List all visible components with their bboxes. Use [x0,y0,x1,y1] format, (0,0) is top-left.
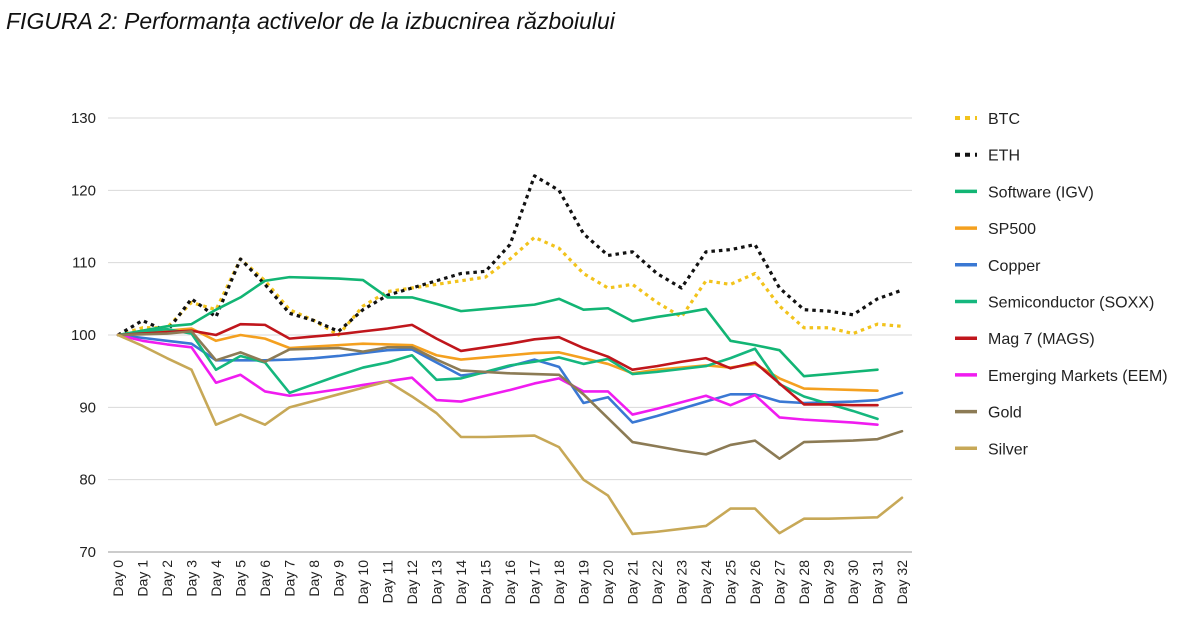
legend-label: ETH [988,148,1020,165]
x-tick-label: Day 24 [698,560,714,605]
legend-label: Software (IGV) [988,184,1094,201]
series-line-btc [117,235,903,337]
legend-label: Semiconductor (SOXX) [988,295,1154,312]
y-tick-label: 130 [71,110,96,127]
x-tick-label: Day 8 [306,560,322,597]
x-tick-label: Day 7 [282,560,298,597]
x-tick-label: Day 29 [821,560,837,605]
x-tick-label: Day 2 [159,560,175,597]
y-axis-ticks: 70 80 90 100 110 120 130 [71,110,96,561]
legend-label: Silver [988,441,1029,458]
gridlines [108,117,912,553]
legend-label: Mag 7 (MAGS) [988,331,1095,348]
x-tick-label: Day 13 [429,560,445,605]
x-tick-label: Day 26 [747,560,763,605]
x-axis-ticks: Day 0 Day 1 Day 2 Day 3 Day 4 Day 5 Day 6 Day 7… [110,560,910,605]
series-line-silver [116,333,904,536]
x-tick-label: Day 31 [870,560,886,605]
x-tick-label: Day 30 [845,560,861,605]
x-tick-label: Day 3 [184,560,200,597]
legend-label: Copper [988,258,1041,275]
legend-label: BTC [988,111,1020,128]
x-tick-label: Day 28 [796,560,812,605]
legend-label: Gold [988,405,1022,422]
x-tick-label: Day 23 [674,560,690,605]
x-tick-label: Day 22 [649,560,665,605]
y-tick-label: 100 [71,327,96,344]
y-tick-label: 70 [79,544,96,561]
x-tick-label: Day 0 [110,560,126,597]
x-tick-label: Day 9 [331,560,347,597]
y-tick-label: 110 [72,255,96,272]
x-tick-label: Day 18 [551,560,567,605]
x-tick-label: Day 1 [135,560,151,597]
x-tick-label: Day 17 [527,560,543,605]
series-line-eth [117,174,903,337]
x-tick-label: Day 14 [453,560,469,605]
legend-label: SP500 [988,221,1036,238]
x-tick-label: Day 32 [894,560,910,605]
series-line-copper [116,333,904,424]
x-tick-label: Day 15 [478,560,494,605]
y-tick-label: 80 [79,472,96,489]
legend-label: Emerging Markets (EEM) [988,368,1168,385]
x-tick-label: Day 5 [233,560,249,597]
y-tick-label: 120 [71,182,96,199]
y-tick-label: 90 [79,399,96,416]
x-tick-label: Day 6 [257,560,273,597]
series-line-semiconductor-soxx [116,327,879,421]
series-line-software-igv [116,275,879,378]
x-tick-label: Day 16 [502,560,518,605]
legend: BTC ETH Software (IGV) SP500 Copper Semicondu… [955,111,1168,458]
x-tick-label: Day 4 [208,560,224,597]
x-tick-label: Day 12 [404,560,420,605]
series-line-mag-7-mags [116,322,879,407]
x-tick-label: Day 25 [723,560,739,605]
x-tick-label: Day 20 [600,560,616,605]
series-line-gold [116,330,904,460]
series-line-emerging-markets-eem [116,333,879,426]
chart-title: FIGURA 2: Performanța activelor de la iz… [6,8,615,34]
x-tick-label: Day 11 [380,560,396,604]
x-tick-label: Day 27 [772,560,788,605]
series-lines [116,174,904,536]
x-tick-label: Day 19 [576,560,592,605]
x-tick-label: Day 21 [625,560,641,605]
x-tick-label: Day 10 [355,560,371,605]
